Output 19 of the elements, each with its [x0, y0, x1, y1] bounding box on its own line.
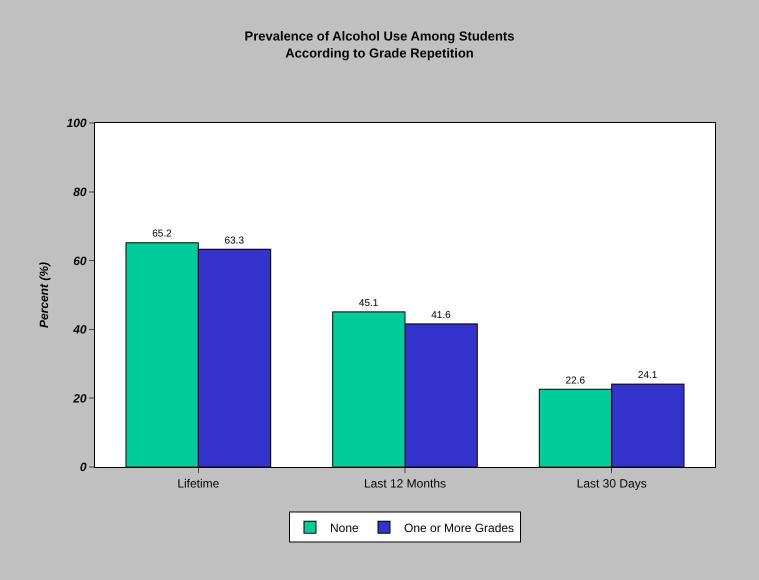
y-tick-label: 100	[66, 116, 87, 130]
data-label: 41.6	[431, 310, 452, 321]
y-axis-title: Percent (%)	[36, 262, 51, 328]
data-label: 63.3	[224, 235, 244, 246]
y-tick-label: 40	[72, 322, 87, 337]
x-tick-label: Lifetime	[177, 476, 220, 490]
legend-label: None	[330, 520, 360, 535]
y-tick-label: 0	[80, 460, 87, 474]
x-tick-label: Last 30 Days	[576, 476, 647, 490]
legend-label: One or More Grades	[404, 520, 514, 535]
x-tick-label: Last 12 Months	[364, 476, 446, 490]
data-label: 24.1	[638, 370, 658, 382]
y-tick-label: 80	[73, 185, 87, 199]
data-label: 45.1	[358, 298, 379, 309]
y-tick-label: 20	[72, 391, 87, 406]
data-label: 22.6	[566, 375, 586, 386]
chart-title: Prevalence of Alcohol Use Among Students According to Grade Repetition	[244, 28, 514, 60]
data-label: 65.2	[152, 228, 172, 240]
y-tick-label: 60	[73, 254, 87, 268]
